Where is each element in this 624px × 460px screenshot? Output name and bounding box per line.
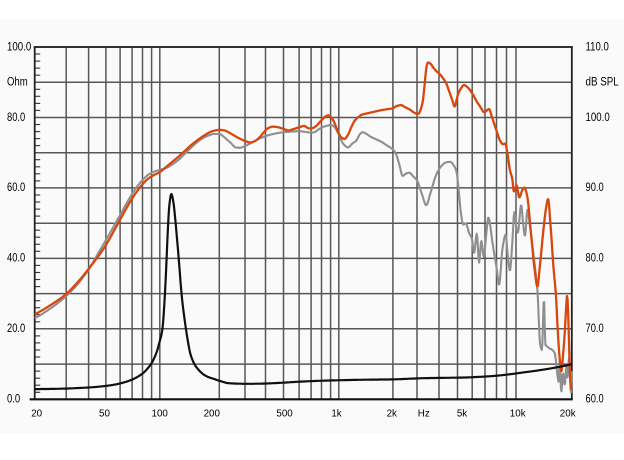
svg-text:80.0: 80.0 <box>7 110 25 124</box>
svg-text:40.0: 40.0 <box>7 251 25 265</box>
svg-text:2k: 2k <box>387 409 397 420</box>
svg-text:20.0: 20.0 <box>7 321 25 335</box>
svg-text:10k: 10k <box>510 409 526 420</box>
svg-text:5k: 5k <box>457 409 467 420</box>
svg-text:100: 100 <box>152 409 169 420</box>
svg-text:200: 200 <box>204 409 221 420</box>
svg-text:90.0: 90.0 <box>586 180 604 194</box>
svg-text:20k: 20k <box>560 409 576 420</box>
svg-text:60.0: 60.0 <box>586 392 604 406</box>
svg-text:20: 20 <box>31 409 42 420</box>
svg-text:50: 50 <box>99 409 110 420</box>
svg-text:80.0: 80.0 <box>586 251 604 265</box>
svg-text:0.0: 0.0 <box>7 392 20 406</box>
svg-text:110.0: 110.0 <box>586 39 609 53</box>
svg-text:500: 500 <box>276 409 293 420</box>
svg-text:Ohm: Ohm <box>7 75 28 89</box>
svg-text:100.0: 100.0 <box>586 110 610 124</box>
svg-text:70.0: 70.0 <box>586 321 604 335</box>
svg-text:Hz: Hz <box>418 409 430 420</box>
svg-text:dB SPL: dB SPL <box>586 75 619 89</box>
svg-text:60.0: 60.0 <box>7 180 25 194</box>
svg-text:1k: 1k <box>331 409 341 420</box>
svg-text:100.0: 100.0 <box>7 39 31 53</box>
